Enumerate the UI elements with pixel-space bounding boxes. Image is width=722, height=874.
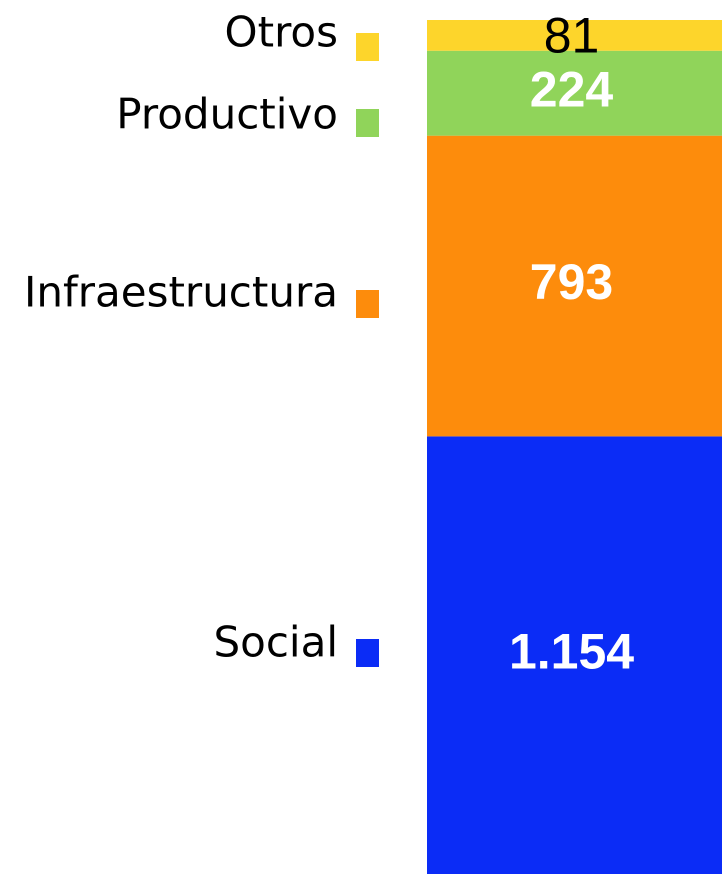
legend-label: Social bbox=[213, 618, 338, 667]
value-label: 1.154 bbox=[509, 623, 634, 679]
bar-segment bbox=[427, 436, 722, 874]
bar-segment bbox=[427, 20, 722, 51]
bar-segment bbox=[427, 50, 722, 136]
value-label: 793 bbox=[530, 254, 613, 310]
legend-swatch bbox=[356, 109, 379, 137]
legend-label: Infraestructura bbox=[24, 268, 338, 317]
legend-label: Productivo bbox=[116, 90, 338, 139]
legend-swatch bbox=[356, 290, 379, 318]
legend-swatch bbox=[356, 639, 379, 667]
value-label: 81 bbox=[544, 8, 600, 64]
legend-label: Otros bbox=[225, 8, 338, 57]
value-label: 224 bbox=[530, 61, 614, 117]
legend-swatch bbox=[356, 33, 379, 61]
bar-segment bbox=[427, 135, 722, 437]
